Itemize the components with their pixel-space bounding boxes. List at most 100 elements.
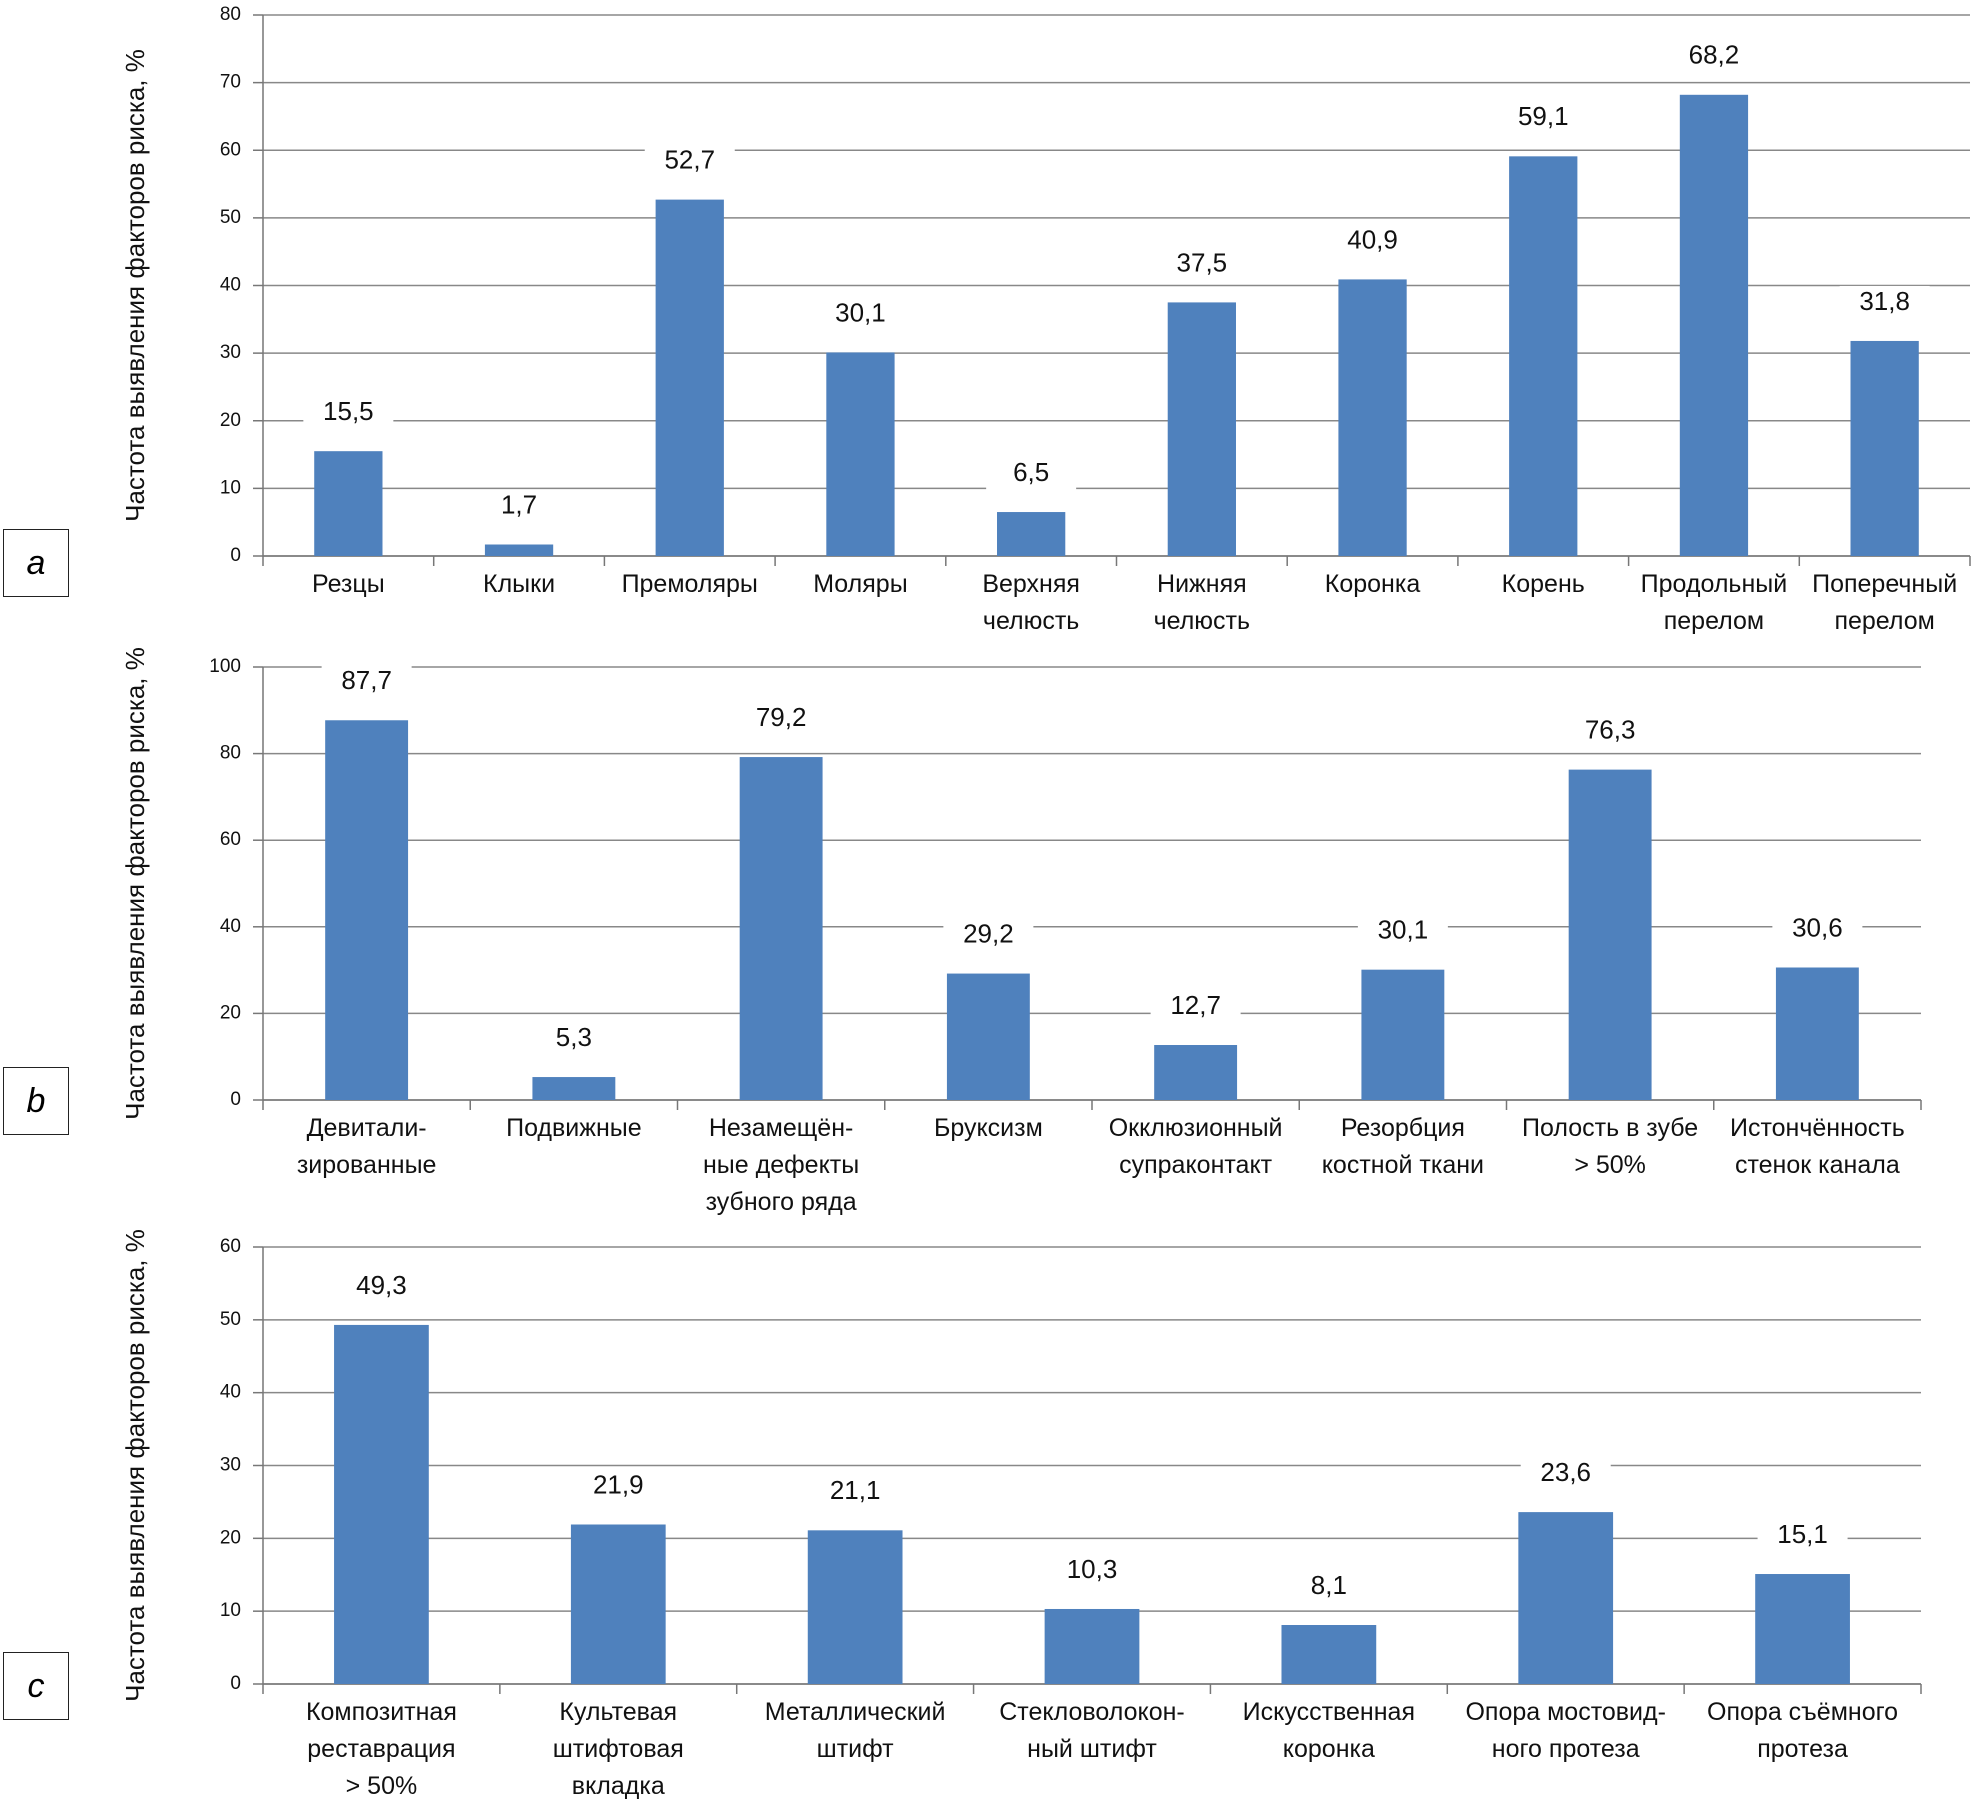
value-label: 15,5	[323, 396, 374, 426]
value-label-bg	[1498, 101, 1589, 136]
y-axis-label: Частота выявления факторов риска, %	[120, 49, 150, 522]
value-label: 40,9	[1347, 224, 1398, 254]
y-tick-label: 0	[230, 545, 241, 566]
x-tick-label: Продольный перелом	[1640, 570, 1788, 635]
value-label-bg	[573, 1469, 664, 1504]
value-label-bg	[1283, 1570, 1374, 1605]
x-tick-label: Искусственная коронка	[1242, 1698, 1415, 1763]
value-label-bg	[815, 297, 906, 332]
panel-label: b	[3, 1067, 69, 1135]
x-tick-label: Резорбция костной ткани	[1321, 1114, 1485, 1179]
bar	[1518, 1512, 1614, 1684]
x-tick-label: Нижняя челюсть	[1153, 570, 1251, 635]
bar	[997, 512, 1066, 556]
y-tick-label: 30	[220, 342, 241, 363]
value-label-bg	[1357, 914, 1448, 949]
value-label-bg	[1520, 1457, 1611, 1492]
value-label-bg	[474, 489, 565, 524]
value-label: 1,7	[501, 489, 537, 519]
value-label-bg	[1156, 247, 1247, 282]
value-label: 12,7	[1170, 990, 1221, 1020]
value-label-bg	[736, 702, 827, 737]
value-label-bg	[1668, 39, 1759, 74]
bar	[807, 1530, 903, 1684]
x-tick-label: Окклюзионный супраконтакт	[1108, 1114, 1283, 1179]
x-tick-label: Девитали- зированные	[296, 1114, 437, 1179]
x-tick-label: Композитная реставрация > 50%	[305, 1698, 457, 1800]
bar	[325, 720, 409, 1100]
value-label-bg	[1757, 1519, 1848, 1554]
y-tick-label: 20	[220, 1527, 241, 1548]
x-tick-label: Культевая штифтовая вкладка	[552, 1698, 684, 1800]
y-tick-label: 80	[220, 4, 241, 25]
bar	[1775, 967, 1859, 1100]
value-label-bg	[1772, 912, 1863, 947]
x-tick-label: Полость в зубе > 50%	[1522, 1114, 1699, 1179]
x-tick-label: Бруксизм	[933, 1114, 1043, 1142]
bar	[1361, 969, 1445, 1100]
value-label: 30,1	[1378, 915, 1429, 945]
y-tick-label: 20	[220, 1002, 241, 1023]
x-tick-label: Резцы	[312, 570, 385, 598]
y-tick-label: 80	[220, 743, 241, 764]
y-axis-label: Частота выявления факторов риска, %	[120, 647, 150, 1120]
value-label-bg	[1150, 990, 1241, 1025]
x-tick-label: Стекловолокон- ный штифт	[999, 1698, 1185, 1763]
x-tick-label: Опора съёмного протеза	[1707, 1698, 1899, 1763]
value-label: 21,9	[593, 1469, 644, 1499]
value-label: 23,6	[1540, 1457, 1591, 1487]
bar	[739, 757, 823, 1100]
y-tick-label: 10	[220, 477, 241, 498]
x-tick-label: Металлический штифт	[764, 1698, 946, 1763]
x-tick-label: Коронка	[1324, 570, 1421, 598]
y-tick-label: 30	[220, 1455, 241, 1476]
value-label-bg	[1839, 285, 1930, 320]
value-label: 79,2	[756, 702, 807, 732]
value-label-bg	[1047, 1553, 1137, 1588]
y-tick-label: 60	[220, 139, 241, 160]
bar	[484, 544, 554, 556]
value-label: 30,6	[1792, 912, 1843, 942]
y-tick-label: 40	[220, 916, 241, 937]
bar	[1044, 1608, 1140, 1684]
x-tick-label: Премоляры	[621, 570, 758, 598]
value-label-bg	[986, 457, 1077, 492]
value-label: 5,3	[556, 1022, 592, 1052]
y-tick-label: 0	[230, 1089, 241, 1110]
x-tick-label: Опора мостовид- ного протеза	[1465, 1698, 1666, 1763]
value-label-bg	[1565, 714, 1656, 749]
value-label: 52,7	[664, 144, 715, 174]
value-label: 29,2	[963, 918, 1014, 948]
value-label-bg	[336, 1269, 427, 1304]
bar	[532, 1077, 616, 1100]
y-tick-label: 10	[220, 1600, 241, 1621]
bar	[314, 451, 383, 556]
bar	[1850, 340, 1919, 556]
y-tick-label: 100	[209, 656, 241, 677]
value-label: 31,8	[1859, 286, 1910, 316]
value-label: 30,1	[835, 297, 886, 327]
x-tick-label: Корень	[1501, 570, 1585, 598]
y-tick-label: 20	[220, 410, 241, 431]
bar	[1281, 1625, 1377, 1684]
bar	[946, 973, 1030, 1100]
value-label: 6,5	[1013, 457, 1049, 487]
bar	[1154, 1045, 1238, 1100]
x-tick-label: Подвижные	[506, 1114, 642, 1142]
bar	[826, 352, 895, 556]
value-label: 68,2	[1689, 40, 1740, 70]
value-label-bg	[644, 144, 735, 179]
value-label-bg	[810, 1475, 901, 1510]
value-label: 37,5	[1177, 247, 1228, 277]
y-tick-label: 70	[220, 72, 241, 93]
x-tick-label: Поперечный перелом	[1812, 570, 1958, 635]
value-label: 49,3	[356, 1270, 407, 1300]
bar	[1509, 156, 1578, 556]
x-tick-label: Верхняя челюсть	[982, 570, 1080, 635]
x-tick-label: Истончённость стенок канала	[1729, 1114, 1905, 1179]
value-label: 76,3	[1585, 714, 1636, 744]
bar	[334, 1324, 429, 1684]
bar	[1338, 279, 1407, 556]
